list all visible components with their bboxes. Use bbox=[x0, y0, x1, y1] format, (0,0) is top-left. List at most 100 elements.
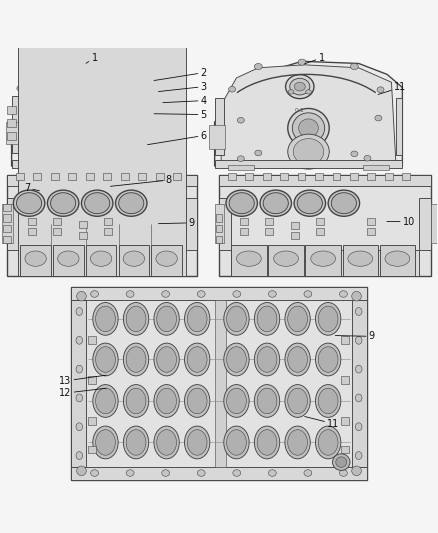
Ellipse shape bbox=[197, 290, 205, 297]
Bar bbox=[7, 119, 16, 127]
Bar bbox=[7, 175, 197, 276]
Ellipse shape bbox=[318, 306, 338, 332]
Ellipse shape bbox=[254, 426, 280, 459]
Bar bbox=[119, 245, 149, 276]
Ellipse shape bbox=[268, 290, 276, 297]
Bar bbox=[291, 222, 299, 229]
Ellipse shape bbox=[318, 388, 338, 414]
Bar bbox=[231, 250, 419, 276]
Ellipse shape bbox=[77, 292, 86, 301]
Ellipse shape bbox=[350, 63, 358, 70]
Bar bbox=[367, 217, 375, 224]
Bar bbox=[7, 132, 16, 140]
Ellipse shape bbox=[226, 430, 246, 455]
Bar bbox=[3, 236, 11, 244]
Ellipse shape bbox=[274, 251, 298, 266]
Ellipse shape bbox=[348, 251, 373, 266]
Ellipse shape bbox=[13, 190, 45, 216]
Ellipse shape bbox=[187, 306, 207, 332]
Text: 2: 2 bbox=[154, 68, 207, 80]
Bar bbox=[79, 232, 87, 239]
Ellipse shape bbox=[356, 423, 362, 431]
Bar bbox=[3, 214, 11, 222]
Ellipse shape bbox=[229, 193, 254, 214]
Ellipse shape bbox=[76, 423, 82, 431]
Ellipse shape bbox=[184, 385, 210, 417]
Ellipse shape bbox=[133, 150, 140, 156]
Polygon shape bbox=[221, 65, 396, 161]
Bar bbox=[86, 173, 94, 180]
Ellipse shape bbox=[224, 303, 249, 335]
Ellipse shape bbox=[306, 90, 311, 94]
Bar bbox=[88, 446, 96, 454]
Ellipse shape bbox=[356, 336, 362, 344]
Ellipse shape bbox=[298, 59, 306, 65]
Polygon shape bbox=[27, 68, 171, 161]
Ellipse shape bbox=[288, 306, 307, 332]
Ellipse shape bbox=[257, 430, 277, 455]
Ellipse shape bbox=[124, 303, 149, 335]
Ellipse shape bbox=[74, 98, 80, 102]
Ellipse shape bbox=[93, 426, 118, 459]
Bar bbox=[380, 245, 415, 276]
Text: 13: 13 bbox=[59, 375, 106, 386]
Bar bbox=[3, 204, 11, 212]
Ellipse shape bbox=[93, 303, 118, 335]
Ellipse shape bbox=[23, 115, 30, 121]
Ellipse shape bbox=[116, 190, 147, 216]
Polygon shape bbox=[215, 61, 403, 166]
Bar bbox=[245, 173, 253, 180]
Ellipse shape bbox=[124, 343, 149, 376]
Ellipse shape bbox=[157, 388, 177, 414]
Bar bbox=[215, 160, 403, 168]
Bar bbox=[350, 173, 358, 180]
Ellipse shape bbox=[385, 251, 410, 266]
Bar bbox=[215, 224, 223, 232]
Bar bbox=[121, 173, 129, 180]
Ellipse shape bbox=[318, 430, 338, 455]
Bar bbox=[231, 245, 267, 276]
Bar bbox=[138, 173, 146, 180]
Bar bbox=[316, 217, 324, 224]
Bar bbox=[367, 228, 375, 235]
Text: 11: 11 bbox=[378, 83, 406, 94]
Bar bbox=[71, 287, 367, 480]
Ellipse shape bbox=[315, 426, 341, 459]
Ellipse shape bbox=[285, 343, 310, 376]
Bar bbox=[291, 232, 299, 239]
Bar bbox=[215, 214, 223, 222]
Text: 0.1: 0.1 bbox=[295, 108, 305, 112]
Bar bbox=[53, 245, 84, 276]
Ellipse shape bbox=[76, 336, 82, 344]
Bar bbox=[88, 376, 96, 384]
Bar bbox=[263, 173, 271, 180]
Ellipse shape bbox=[299, 119, 318, 138]
Ellipse shape bbox=[48, 112, 83, 146]
Bar bbox=[2, 204, 13, 244]
Ellipse shape bbox=[356, 394, 362, 402]
Ellipse shape bbox=[226, 190, 258, 216]
Ellipse shape bbox=[237, 251, 261, 266]
Bar bbox=[12, 159, 184, 168]
Bar bbox=[51, 173, 59, 180]
Ellipse shape bbox=[288, 388, 307, 414]
Bar bbox=[12, 96, 24, 153]
Ellipse shape bbox=[285, 303, 310, 335]
Ellipse shape bbox=[328, 190, 360, 216]
Bar bbox=[3, 224, 11, 232]
Ellipse shape bbox=[257, 306, 277, 332]
Ellipse shape bbox=[58, 251, 79, 266]
Bar bbox=[403, 173, 410, 180]
Ellipse shape bbox=[237, 156, 244, 161]
Bar bbox=[341, 376, 349, 384]
Ellipse shape bbox=[65, 90, 71, 94]
Ellipse shape bbox=[288, 430, 307, 455]
Ellipse shape bbox=[126, 347, 146, 372]
Ellipse shape bbox=[356, 308, 362, 316]
Ellipse shape bbox=[39, 150, 46, 156]
Ellipse shape bbox=[83, 90, 89, 94]
Ellipse shape bbox=[336, 457, 347, 467]
Ellipse shape bbox=[233, 290, 241, 297]
Ellipse shape bbox=[290, 78, 310, 95]
Text: 1: 1 bbox=[304, 53, 325, 64]
